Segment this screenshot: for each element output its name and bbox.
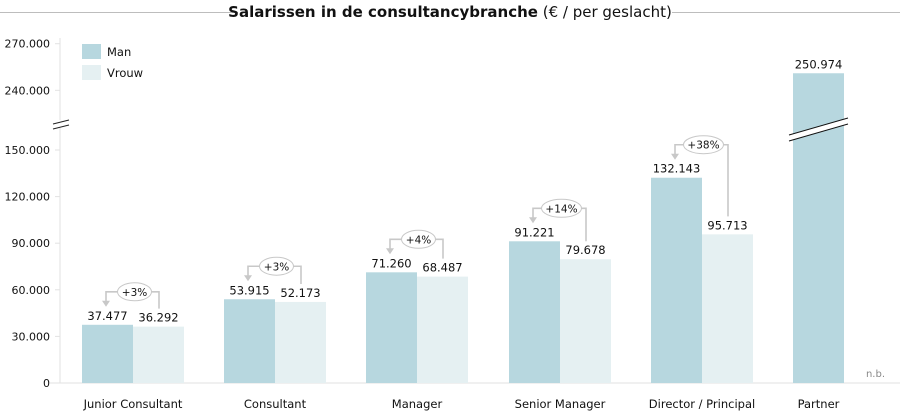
y-tick-label: 90.000 xyxy=(12,237,51,250)
data-label: 36.292 xyxy=(138,311,178,325)
bar-vrouw xyxy=(133,326,184,383)
arrow-down-icon xyxy=(671,153,679,160)
x-tick-label: Manager xyxy=(392,397,443,411)
bar-vrouw xyxy=(702,234,753,383)
arrow-down-icon xyxy=(529,217,537,224)
bars xyxy=(82,73,849,383)
y-tick-label: 240.000 xyxy=(5,84,51,97)
data-label: 250.974 xyxy=(795,57,843,71)
arrow-down-icon xyxy=(244,275,252,282)
title-rule-left xyxy=(0,12,238,13)
diff-label: +3% xyxy=(122,287,147,299)
bar-break-gap xyxy=(789,118,848,141)
diff-connector xyxy=(434,238,444,259)
diff-bubble xyxy=(683,135,724,155)
y-tick-label: 270.000 xyxy=(5,38,51,51)
diff-label: +3% xyxy=(264,261,289,273)
data-label: 68.487 xyxy=(422,261,462,275)
diff-bubble xyxy=(117,282,152,302)
bar-man xyxy=(793,73,844,383)
chart-title-bar: Salarissen in de consultancybranche (€ /… xyxy=(0,0,900,26)
diff-bubble xyxy=(401,229,436,249)
y-axis: 0 30.000 60.000 90.000 120.000 150.000 240.000… xyxy=(5,38,900,390)
data-label: 52.173 xyxy=(280,286,320,300)
data-labels: 37.477 36.292 53.915 52.173 71.260 68.487 91.2… xyxy=(87,57,885,380)
axis-break-mark xyxy=(52,119,70,125)
diff-label: +38% xyxy=(687,140,719,152)
bar-break-line xyxy=(788,117,849,136)
diff-connector xyxy=(247,265,261,277)
diff-bubble xyxy=(259,256,294,276)
bar-vrouw xyxy=(275,301,326,383)
y-tick-label: 30.000 xyxy=(12,330,51,343)
diff-label: +14% xyxy=(545,203,577,215)
x-tick-label: Consultant xyxy=(244,397,307,411)
legend-swatch-vrouw xyxy=(82,65,101,80)
x-tick-label: Director / Principal xyxy=(649,397,755,411)
data-label: 37.477 xyxy=(87,309,127,323)
y-tick-label: 150.000 xyxy=(5,144,51,157)
y-tick-label: 60.000 xyxy=(12,284,51,297)
difference-annotations: +3% +3% +4% +14% +38% xyxy=(102,135,729,309)
diff-bubble xyxy=(541,198,582,218)
diff-connector xyxy=(719,143,729,217)
arrow-down-icon xyxy=(386,248,394,255)
bar-man xyxy=(366,272,417,383)
data-label: 79.678 xyxy=(565,243,605,257)
x-axis-labels: Junior Consultant Consultant Manager Senior… xyxy=(83,397,840,411)
bar-break-line xyxy=(788,123,849,142)
bar-man xyxy=(651,177,702,383)
not-available-label: n.b. xyxy=(866,369,885,380)
legend-label: Man xyxy=(107,45,131,59)
axis-break-mark xyxy=(52,124,70,130)
bar-man xyxy=(224,299,275,383)
diff-connector xyxy=(292,265,302,284)
data-label: 132.143 xyxy=(653,162,701,176)
diff-connector xyxy=(150,290,160,309)
legend-swatch-man xyxy=(82,44,101,59)
chart-title: Salarissen in de consultancybranche (€ /… xyxy=(0,3,900,21)
diff-label: +4% xyxy=(406,234,431,246)
bar-man xyxy=(509,241,560,383)
chart-subtitle: (€ / per geslacht) xyxy=(542,3,672,21)
bar-man xyxy=(82,324,133,383)
data-label: 53.915 xyxy=(229,283,269,297)
chart-title-main: Salarissen in de consultancybranche xyxy=(228,3,538,21)
x-tick-label: Senior Manager xyxy=(515,397,606,411)
y-tick-label: 0 xyxy=(43,377,50,390)
bar-vrouw xyxy=(560,259,611,383)
diff-connector xyxy=(105,290,119,302)
x-tick-label: Junior Consultant xyxy=(83,397,183,411)
title-rule-right xyxy=(672,12,900,13)
arrow-down-icon xyxy=(102,300,110,307)
data-label: 71.260 xyxy=(371,256,411,270)
data-label: 95.713 xyxy=(707,218,747,232)
data-label: 91.221 xyxy=(514,225,554,239)
legend: Man Vrouw xyxy=(82,44,143,80)
x-tick-label: Partner xyxy=(798,397,840,411)
legend-label: Vrouw xyxy=(107,66,143,80)
bar-vrouw xyxy=(417,276,468,383)
y-tick-label: 120.000 xyxy=(5,191,51,204)
diff-connector xyxy=(389,238,403,250)
